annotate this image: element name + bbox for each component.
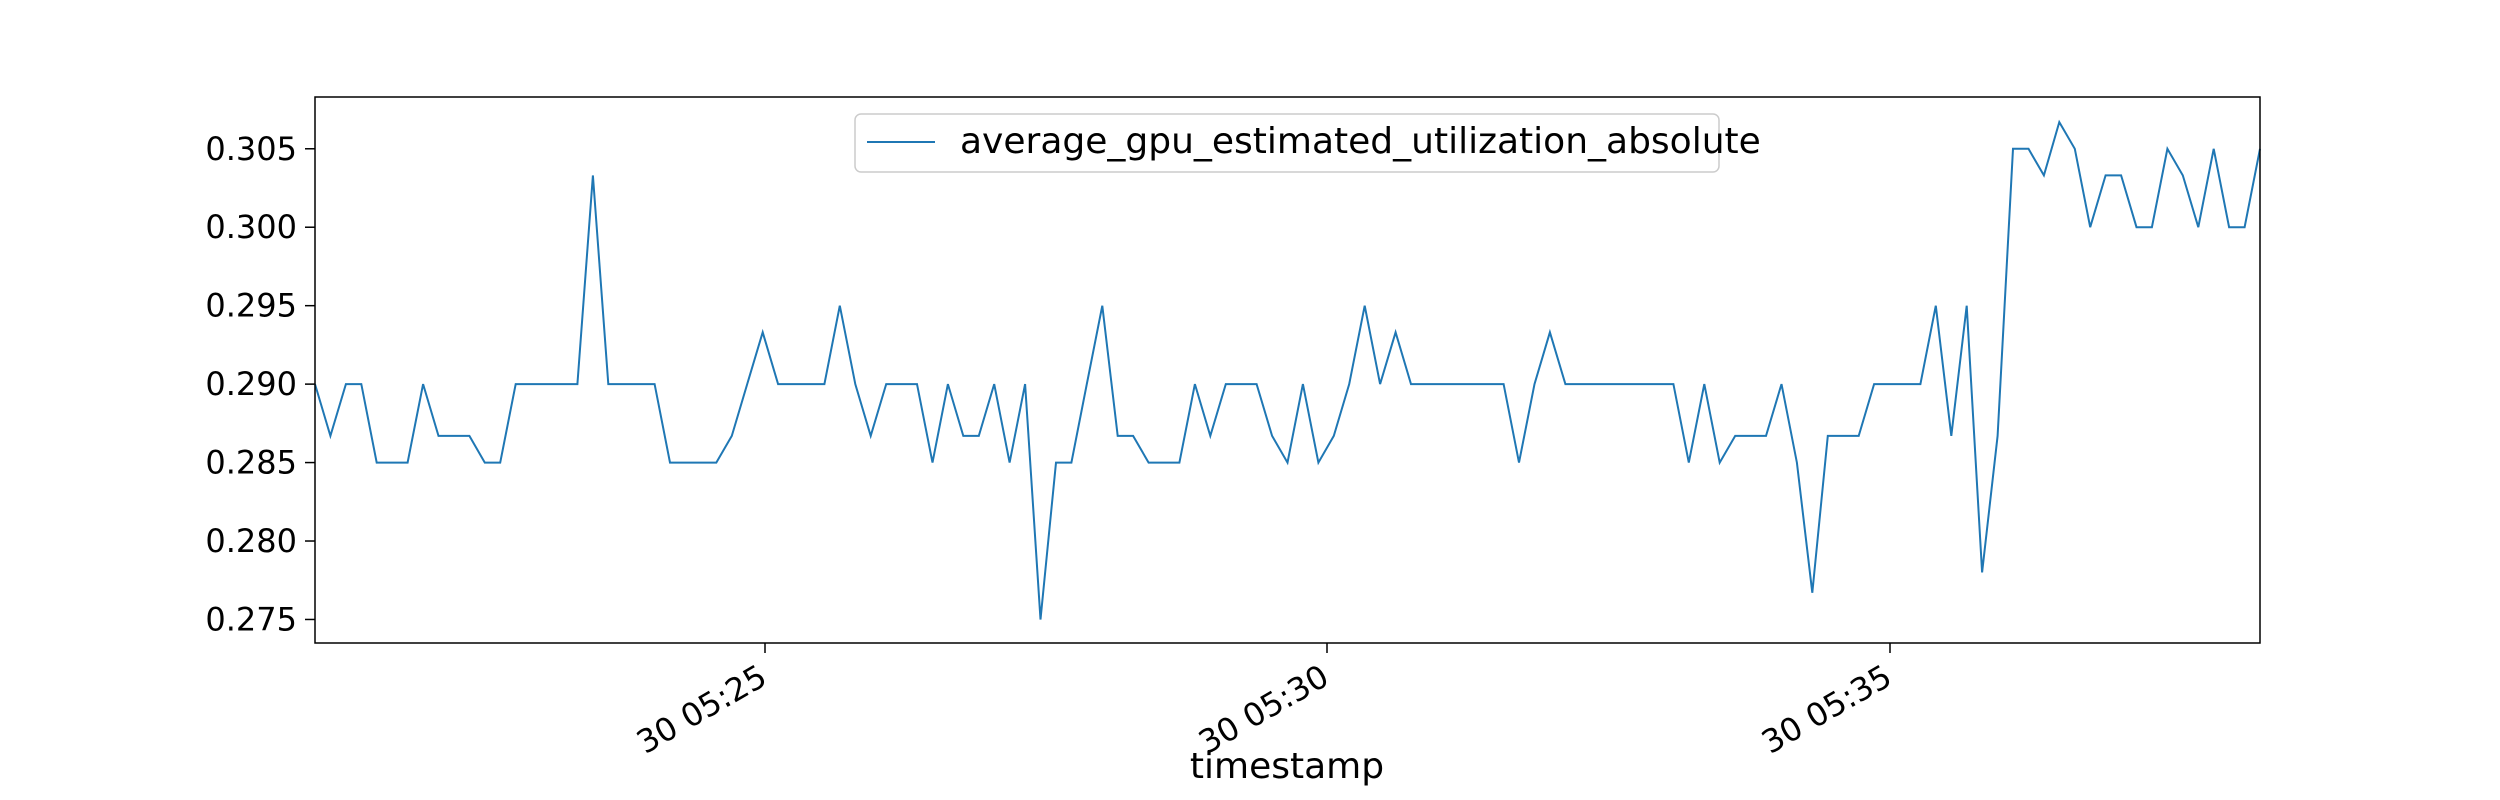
legend: average_gpu_estimated_utilization_absolu… <box>854 113 1761 173</box>
x-axis-label: timestamp <box>1190 746 1384 787</box>
y-tick-label: 0.295 <box>205 287 297 325</box>
y-tick-label: 0.280 <box>205 522 297 560</box>
y-axis: 0.275 0.280 0.285 0.290 0.295 0.300 0.305 <box>205 130 315 638</box>
plot-frame <box>314 96 2261 644</box>
series-layer <box>314 119 2261 620</box>
legend-label: average_gpu_estimated_utilization_absolu… <box>960 121 1761 162</box>
y-tick-label: 0.290 <box>205 365 297 403</box>
legend-box <box>854 113 1720 173</box>
y-tick-label: 0.275 <box>205 600 297 638</box>
y-tick-label: 0.305 <box>205 130 297 168</box>
y-tick-label: 0.285 <box>205 444 297 482</box>
y-tick-label: 0.300 <box>205 208 297 246</box>
series-line-0 <box>314 119 2261 620</box>
